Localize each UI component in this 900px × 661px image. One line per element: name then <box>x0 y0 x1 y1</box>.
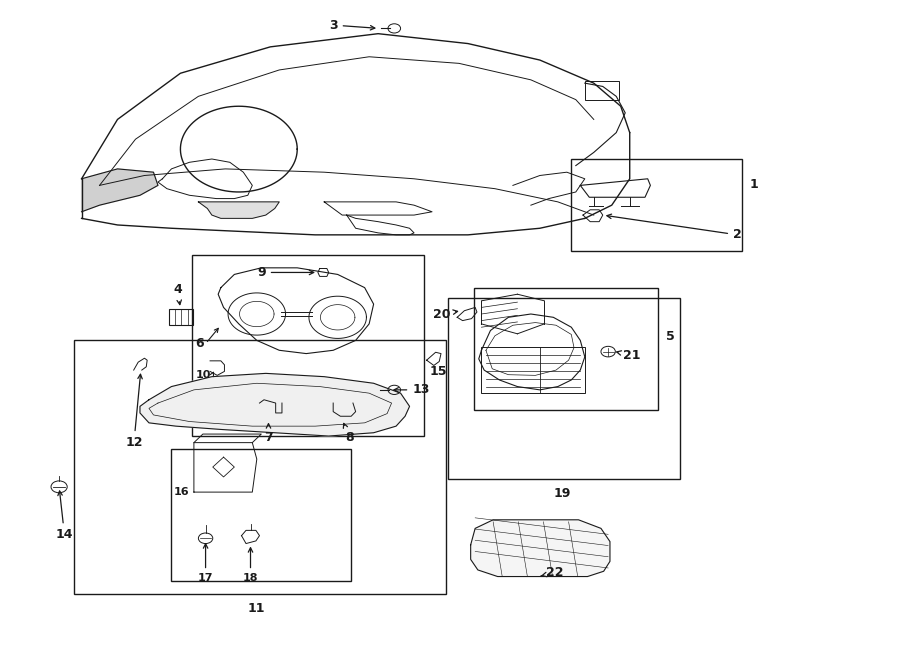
Text: 21: 21 <box>616 349 641 362</box>
Text: 5: 5 <box>666 330 674 343</box>
Polygon shape <box>82 169 158 212</box>
Polygon shape <box>198 202 279 218</box>
Polygon shape <box>140 373 410 436</box>
Bar <box>168 309 193 325</box>
Bar <box>171 449 351 581</box>
Text: 17: 17 <box>198 544 213 583</box>
Text: 2: 2 <box>607 214 742 241</box>
Text: 8: 8 <box>343 424 354 444</box>
Text: 4: 4 <box>174 283 182 305</box>
Bar <box>585 81 619 100</box>
Bar <box>572 159 742 251</box>
Text: 6: 6 <box>195 337 204 350</box>
Bar <box>482 347 585 393</box>
Polygon shape <box>471 520 610 576</box>
Text: 1: 1 <box>749 178 758 191</box>
Text: 10: 10 <box>195 370 212 380</box>
Text: 11: 11 <box>248 602 266 615</box>
Bar <box>474 288 659 410</box>
Text: 18: 18 <box>243 548 258 583</box>
Bar <box>75 340 445 594</box>
Text: 13: 13 <box>394 383 429 397</box>
Bar <box>448 297 680 479</box>
Text: 16: 16 <box>174 487 190 497</box>
Text: 9: 9 <box>257 266 314 279</box>
Text: 12: 12 <box>125 374 143 449</box>
Text: 20: 20 <box>433 307 457 321</box>
Text: 7: 7 <box>264 424 273 444</box>
Text: 19: 19 <box>554 487 571 500</box>
Text: 22: 22 <box>541 566 564 579</box>
Text: 15: 15 <box>429 365 446 378</box>
Text: 14: 14 <box>56 491 73 541</box>
Text: 3: 3 <box>329 19 374 32</box>
Bar <box>192 254 424 436</box>
